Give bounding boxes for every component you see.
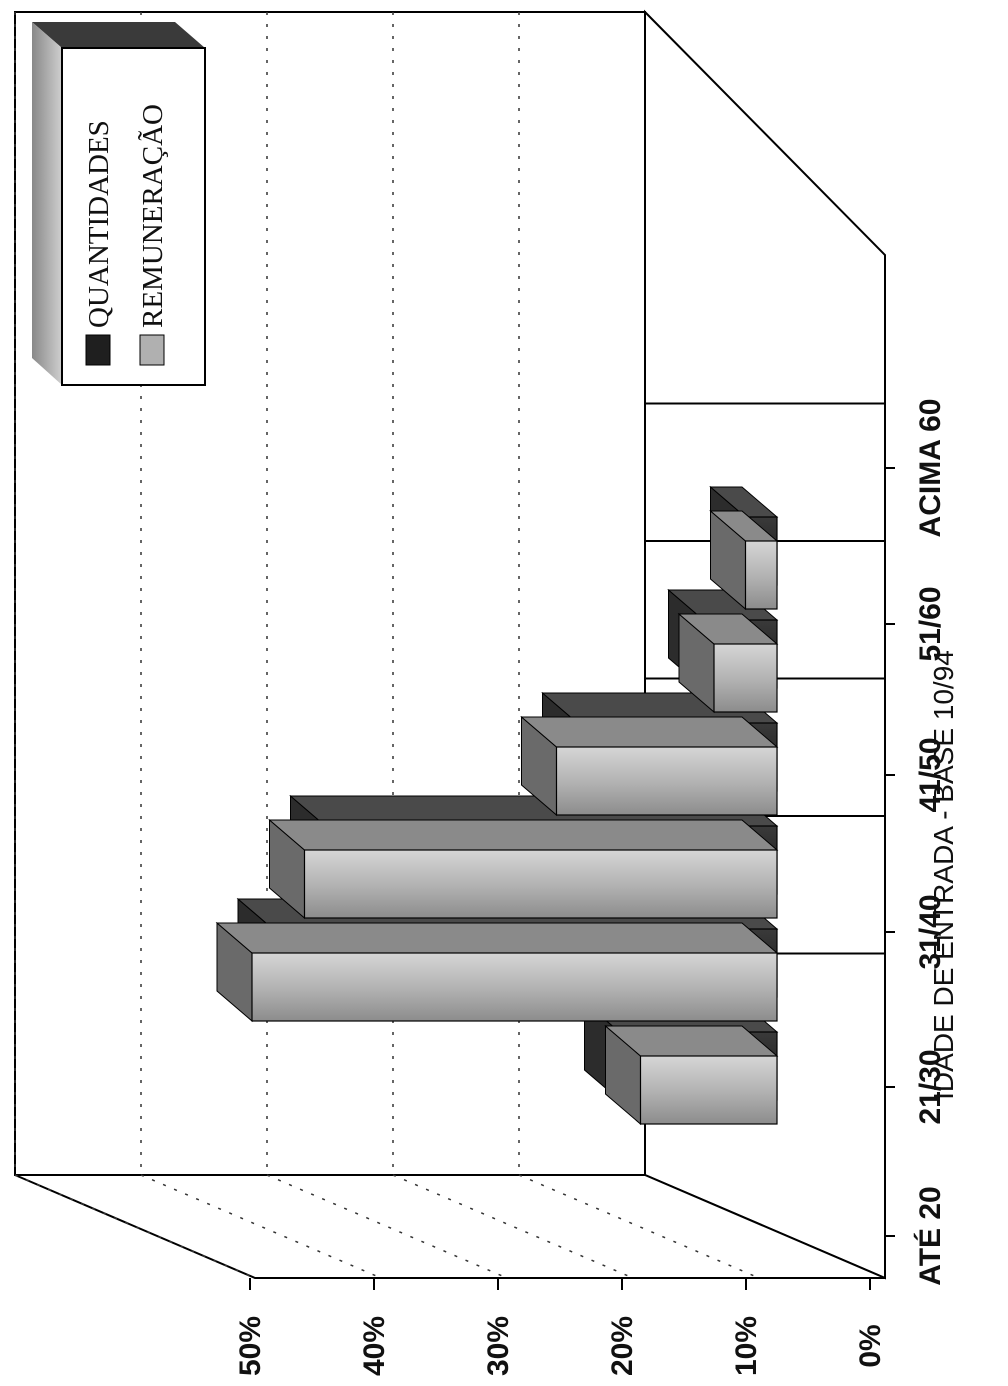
y-axis-ticks: 0% 10% 20% 30% 40% 50% — [234, 1277, 887, 1376]
ytick-label: 10% — [730, 1316, 763, 1376]
bar-remuneracao — [251, 952, 778, 1022]
gridline-side — [140, 1174, 382, 1279]
bar-remuneracao — [639, 1055, 778, 1125]
bar-remuneracao — [303, 849, 778, 919]
bar — [268, 818, 779, 920]
legend-swatch-quantidades — [85, 334, 111, 366]
bar — [677, 612, 779, 714]
bar-side-face — [215, 922, 779, 954]
ytick-label: 20% — [606, 1316, 639, 1376]
legend-shadow-top — [32, 22, 205, 48]
category-label: 41/50 — [914, 737, 947, 812]
bar — [520, 715, 779, 817]
ytick-label: 0% — [854, 1324, 887, 1367]
legend-label-quantidades: QUANTIDADES — [83, 120, 115, 328]
legend-swatch-remuneracao — [139, 334, 165, 366]
bar-remuneracao — [555, 746, 778, 816]
bar — [215, 921, 779, 1023]
category-label: 51/60 — [914, 586, 947, 661]
gridline-side — [392, 1174, 634, 1279]
bar — [604, 1024, 779, 1126]
category-labels: ATÉ 20 21/30 31/40 41/50 51/60 ACIMA 60 — [885, 399, 947, 1286]
ytick-label: 30% — [482, 1316, 515, 1376]
ytick-label: 50% — [234, 1316, 267, 1376]
legend: QUANTIDADES REMUNERAÇÃO — [32, 22, 206, 386]
category-label: ACIMA 60 — [914, 399, 947, 538]
bar-side-face — [268, 819, 779, 851]
bar — [709, 509, 779, 611]
legend-box — [61, 47, 206, 386]
category-label: 31/40 — [914, 894, 947, 969]
bar-side-face — [520, 716, 779, 748]
bar-remuneracao — [713, 643, 778, 713]
gridline-side — [266, 1174, 508, 1279]
category-label: 21/30 — [914, 1049, 947, 1124]
bars — [215, 485, 779, 1126]
bar-remuneracao — [744, 540, 778, 610]
category-label: ATÉ 20 — [913, 1186, 947, 1285]
gridline-side — [14, 1174, 256, 1279]
ytick-label: 40% — [358, 1316, 391, 1376]
gridline-side — [518, 1174, 760, 1279]
legend-shadow-side — [32, 22, 62, 385]
x-axis-title: IDADE DE ENTRADA - BASE 10/94 — [928, 650, 959, 1100]
legend-label-remuneracao: REMUNERAÇÃO — [137, 104, 169, 328]
